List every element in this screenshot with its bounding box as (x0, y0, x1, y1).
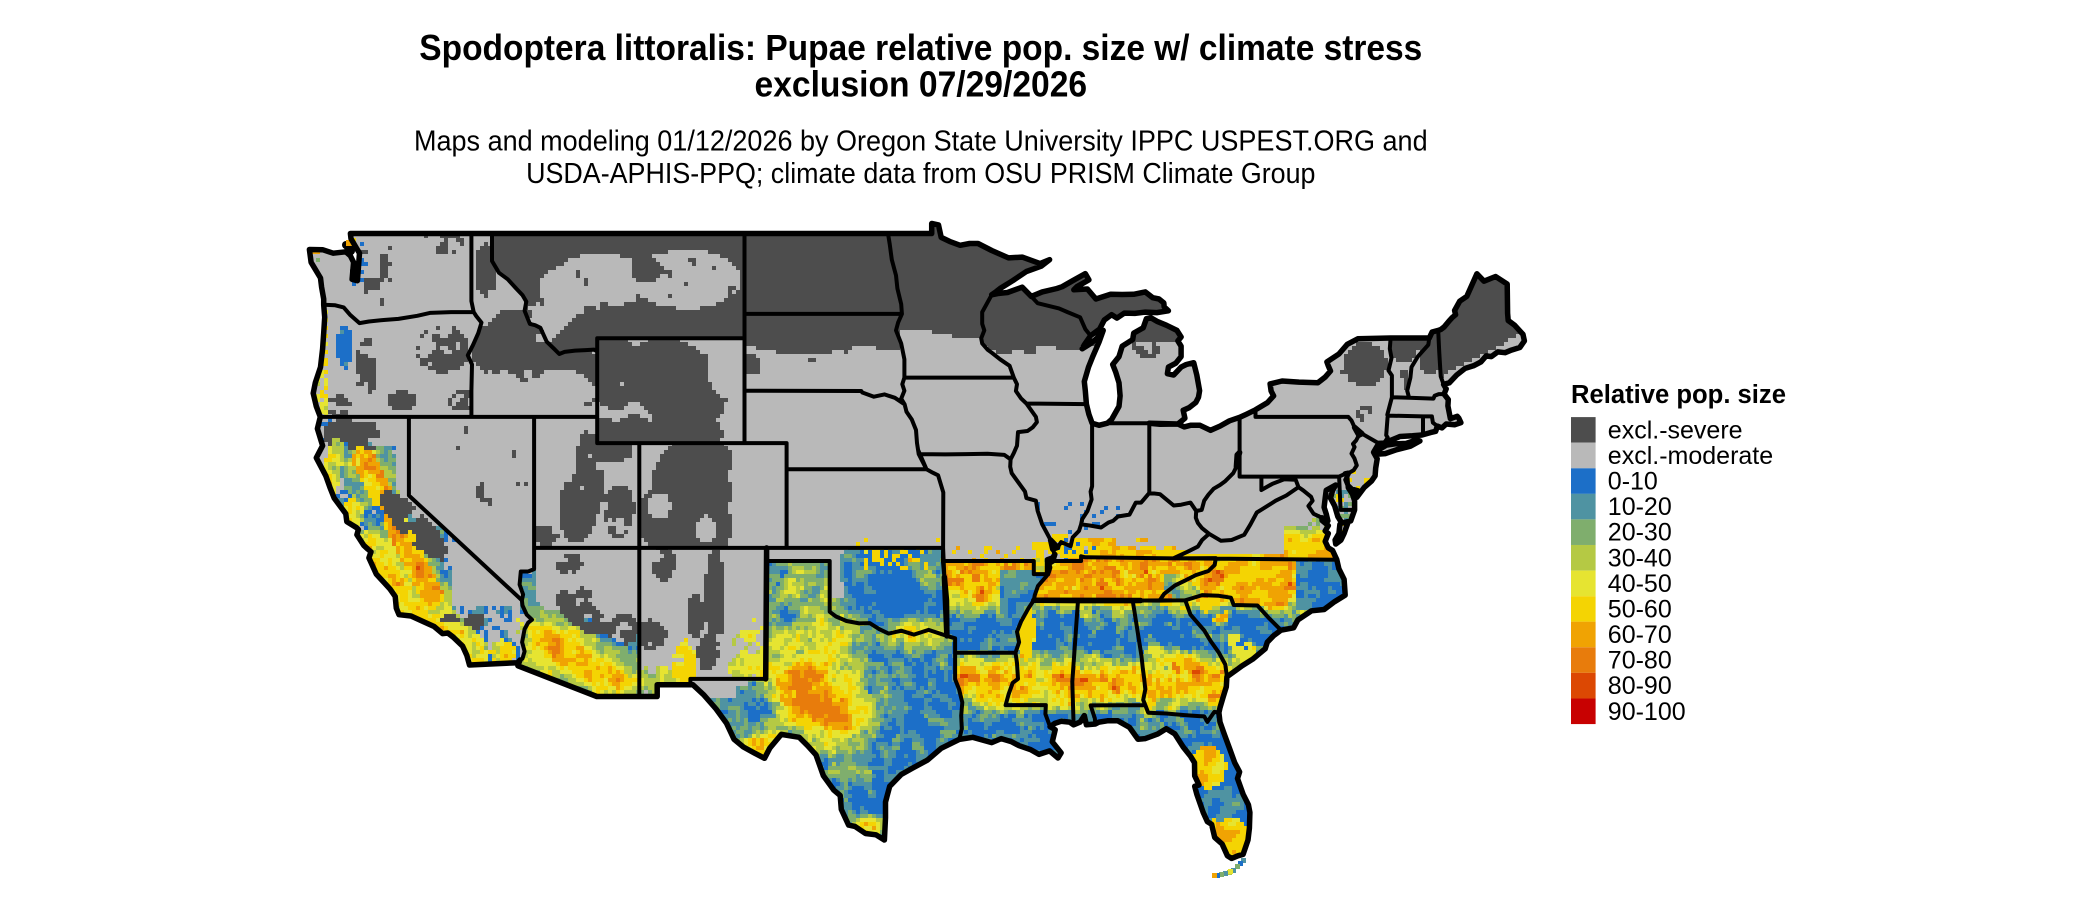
svg-text:80-90: 80-90 (1608, 672, 1672, 700)
svg-text:20-30: 20-30 (1608, 519, 1672, 547)
svg-text:40-50: 40-50 (1608, 570, 1672, 598)
svg-text:excl.-moderate: excl.-moderate (1608, 442, 1773, 470)
svg-text:10-20: 10-20 (1608, 493, 1672, 521)
svg-text:USDA-APHIS-PPQ; climate data f: USDA-APHIS-PPQ; climate data from OSU PR… (526, 158, 1315, 190)
svg-text:90-100: 90-100 (1608, 698, 1686, 726)
svg-text:Spodoptera littoralis: Pupae r: Spodoptera littoralis: Pupae relative po… (419, 27, 1422, 68)
svg-text:70-80: 70-80 (1608, 647, 1672, 675)
svg-text:0-10: 0-10 (1608, 468, 1658, 496)
svg-text:excl.-severe: excl.-severe (1608, 416, 1743, 444)
svg-text:50-60: 50-60 (1608, 596, 1672, 624)
svg-text:60-70: 60-70 (1608, 621, 1672, 649)
svg-text:exclusion 07/29/2026: exclusion 07/29/2026 (755, 63, 1088, 104)
svg-text:30-40: 30-40 (1608, 544, 1672, 572)
svg-text:Relative pop. size: Relative pop. size (1571, 381, 1786, 409)
svg-text:Maps and modeling 01/12/2026 b: Maps and modeling 01/12/2026 by Oregon S… (414, 125, 1428, 157)
